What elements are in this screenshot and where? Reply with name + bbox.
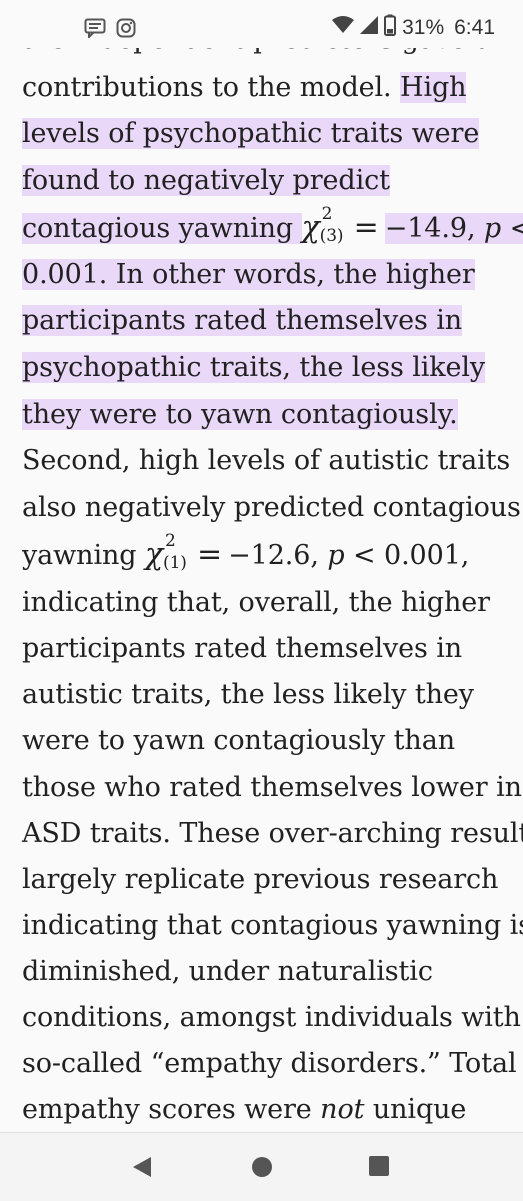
text-segment: were to yawn contagiously than <box>22 725 456 756</box>
navigation-bar <box>0 1132 523 1201</box>
chi-sub-sup: 2 (3) <box>319 204 346 246</box>
article-line-13: participants rated themselves in <box>22 631 462 667</box>
text-segment: −14.9, <box>384 213 484 244</box>
partial-top-line: the independent predictors gave unique <box>22 44 523 58</box>
article-line-17: ASD traits. These over-arching results <box>22 816 523 852</box>
article-line-3: found to negatively predict <box>22 163 390 199</box>
text-segment: Second, high levels of autistic traits <box>22 445 511 476</box>
text-segment: diminished, under naturalistic <box>22 956 433 987</box>
text-segment: also negatively predicted contagious <box>22 492 521 523</box>
text-segment: autistic traits, the less likely they <box>22 679 474 710</box>
article-line-10: also negatively predicted contagious <box>22 490 521 526</box>
superscript: 2 <box>165 531 176 551</box>
article-line-8: they were to yawn contagiously. <box>22 397 458 433</box>
equals-sign: = <box>353 210 379 245</box>
recents-icon[interactable] <box>368 1155 390 1181</box>
text-segment: conditions, amongst individuals with <box>22 1002 521 1033</box>
highlighted-text[interactable]: 0.001. In other words, the higher <box>22 259 475 290</box>
article-line-23: empathy scores were not unique <box>22 1092 466 1128</box>
highlighted-text[interactable]: levels of psychopathic traits were <box>22 118 480 149</box>
text-segment: unique <box>364 1094 467 1125</box>
clock: 6:41 <box>454 16 495 39</box>
text-segment: so-called “empathy disorders.” Total <box>22 1048 517 1079</box>
signal-icon <box>360 16 379 40</box>
text-segment: empathy scores were <box>22 1094 321 1125</box>
article-line-22: so-called “empathy disorders.” Total <box>22 1046 517 1082</box>
article-line-18: largely replicate previous research <box>22 862 498 898</box>
article-line-19: indicating that contagious yawning is <box>22 908 523 944</box>
article-line-5: 0.001. In other words, the higher <box>22 257 475 293</box>
subscript: (3) <box>319 226 344 246</box>
article-line-20: diminished, under naturalistic <box>22 954 433 990</box>
article-line-15: were to yawn contagiously than <box>22 723 455 759</box>
highlighted-text[interactable]: psychopathic traits, the less likely <box>22 352 486 383</box>
message-icon <box>84 18 106 42</box>
equals-sign: = <box>197 537 223 572</box>
status-right: 31% 6:41 <box>332 14 495 42</box>
chi-symbol: χ <box>301 210 320 245</box>
text-segment: yawning <box>22 540 145 571</box>
highlighted-text[interactable]: High <box>400 72 467 103</box>
text-segment: −12.6, <box>228 540 328 571</box>
highlighted-text[interactable]: found to negatively predict <box>22 165 390 196</box>
text-line: the independent predictors gave unique <box>22 44 523 55</box>
subscript: (1) <box>163 553 187 573</box>
article-line-21: conditions, amongst individuals with <box>22 1000 521 1036</box>
highlighted-text[interactable]: contagious yawning <box>22 213 302 244</box>
text-segment: ASD traits. These over-arching results <box>22 818 523 849</box>
article-body: the independent predictors gave unique c… <box>22 44 523 1128</box>
back-icon[interactable] <box>131 1155 153 1183</box>
battery-icon <box>384 14 397 42</box>
article-line-16: those who rated themselves lower in <box>22 770 522 806</box>
wifi-icon <box>332 16 355 40</box>
article-line-6: participants rated themselves in <box>22 303 462 339</box>
article-line-1: contributions to the model. High <box>22 70 467 106</box>
highlighted-text[interactable]: −14.9, p < <box>384 213 523 244</box>
p-symbol: p <box>327 540 345 571</box>
article-line-14: autistic traits, the less likely they <box>22 677 474 713</box>
text-segment: < 0.001, <box>344 540 470 571</box>
text-segment: participants rated themselves in <box>22 633 463 664</box>
article-line-12: indicating that, overall, the higher <box>22 585 490 621</box>
status-bar: 31% 6:41 <box>0 0 523 48</box>
chi-symbol: χ <box>144 537 164 572</box>
text-segment: those who rated themselves lower in <box>22 772 522 803</box>
text-segment: indicating that, overall, the higher <box>22 587 490 618</box>
superscript: 2 <box>321 204 333 224</box>
home-icon[interactable] <box>250 1155 274 1183</box>
article-line-11: yawning χ 2 (1) = −12.6, p < 0.001, <box>22 531 470 573</box>
instagram-icon <box>116 18 136 42</box>
chi-sub-sup: 2 (1) <box>163 531 189 573</box>
article-line-7: psychopathic traits, the less likely <box>22 350 485 386</box>
battery-percent: 31% <box>402 16 445 39</box>
p-symbol: p <box>483 213 502 244</box>
article-line-9: Second, high levels of autistic traits <box>22 443 510 479</box>
text-segment: contributions to the model. <box>22 72 401 103</box>
text-segment: < <box>509 213 523 244</box>
highlighted-text[interactable]: participants rated themselves in <box>22 305 463 336</box>
status-left-icons <box>84 18 136 42</box>
emphasis-text: not <box>320 1094 365 1125</box>
article-line-2: levels of psychopathic traits were <box>22 116 479 152</box>
highlighted-text[interactable]: they were to yawn contagiously. <box>22 399 458 430</box>
text-segment: indicating that contagious yawning is <box>22 910 523 941</box>
article-line-4: contagious yawning χ 2 (3) = −14.9, p < <box>22 204 523 246</box>
text-segment: largely replicate previous research <box>22 864 499 895</box>
